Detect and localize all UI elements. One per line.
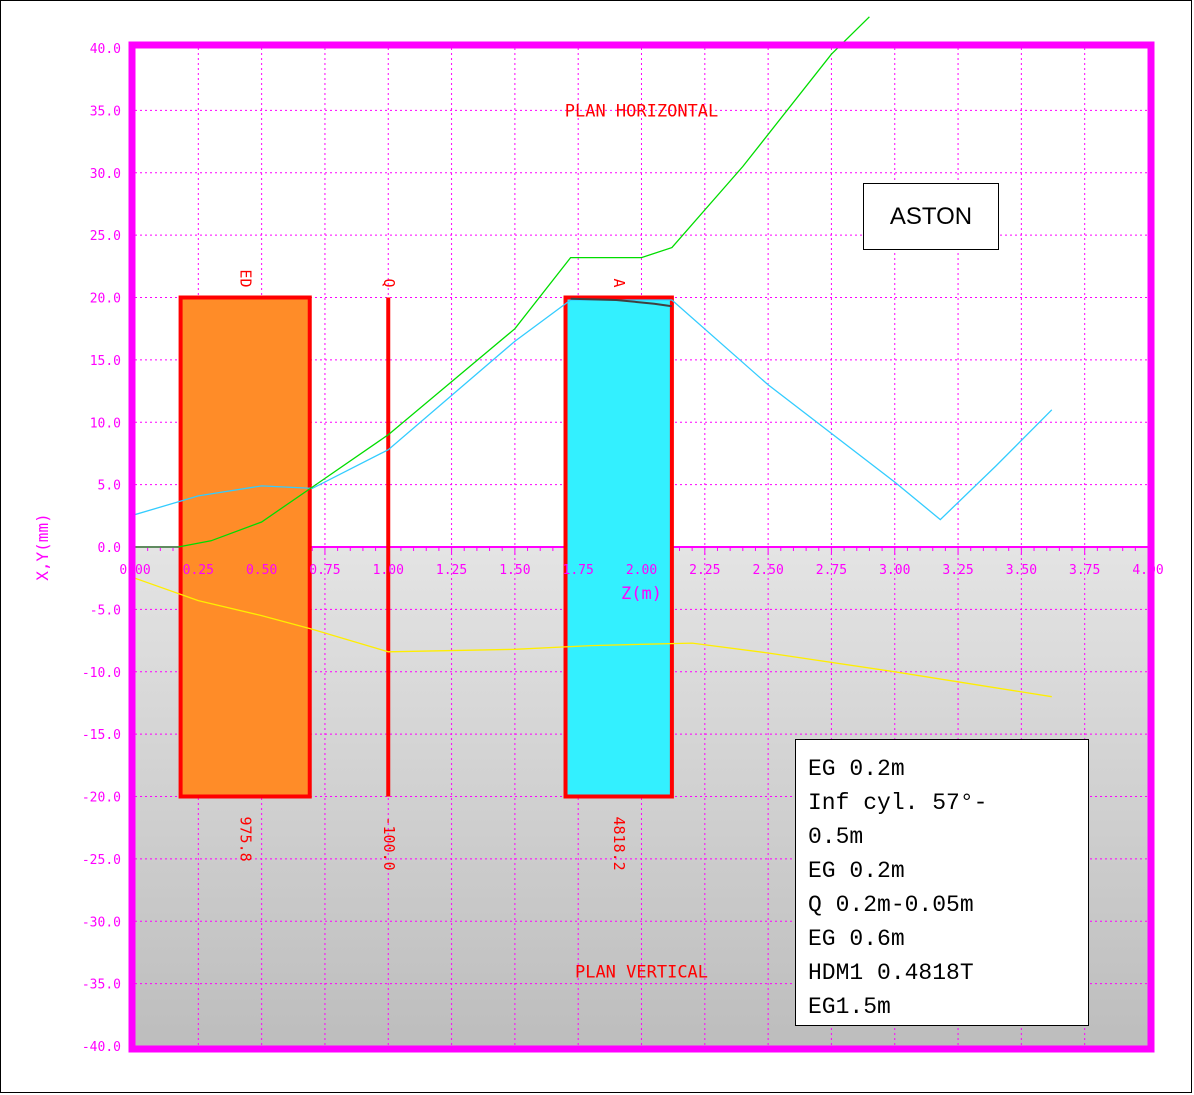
y-tick-label: -5.0	[90, 603, 121, 618]
element-value: -100.0	[380, 817, 398, 871]
x-tick-label: 1.00	[373, 563, 404, 578]
x-tick-label: 0.75	[309, 563, 340, 578]
x-tick-label: 4.00	[1132, 563, 1163, 578]
y-tick-label: 30.0	[90, 167, 121, 182]
settings-line: Inf cyl. 57°-	[808, 790, 988, 816]
aston-label-box: ASTON	[863, 183, 999, 250]
y-tick-label: 15.0	[90, 354, 121, 369]
y-tick-label: -30.0	[82, 915, 121, 930]
x-tick-label: 2.50	[752, 563, 783, 578]
y-tick-label: 5.0	[98, 479, 121, 494]
x-tick-label: 1.50	[499, 563, 530, 578]
element-value: 4818.2	[610, 817, 628, 871]
y-tick-label: 0.0	[98, 541, 121, 556]
series-line	[570, 297, 673, 308]
series-line	[135, 16, 870, 548]
y-tick-label: -40.0	[82, 1040, 121, 1055]
x-tick-label: 2.75	[816, 563, 847, 578]
y-tick-label: -15.0	[82, 728, 121, 743]
x-axis-label: Z(m)	[621, 584, 662, 604]
settings-line: 0.5m	[808, 824, 864, 850]
element-label: A	[610, 278, 628, 287]
x-tick-label: 3.75	[1069, 563, 1100, 578]
y-tick-label: -20.0	[82, 791, 121, 806]
settings-line: EG 0.2m	[808, 756, 905, 782]
region-label: PLAN VERTICAL	[575, 962, 708, 982]
x-tick-label: 1.75	[563, 563, 594, 578]
region-label: PLAN HORIZONTAL	[565, 102, 719, 122]
y-tick-label: -35.0	[82, 978, 121, 993]
settings-line: EG1.5m	[808, 994, 891, 1020]
element-ed	[178, 295, 312, 799]
settings-line: EG 0.6m	[808, 926, 905, 952]
y-tick-label: -25.0	[82, 853, 121, 868]
settings-line: Q 0.2m-0.05m	[808, 892, 974, 918]
element-value: 975.8	[237, 817, 255, 862]
element-a	[563, 295, 674, 799]
settings-line: EG 0.2m	[808, 858, 905, 884]
x-tick-label: 0.25	[183, 563, 214, 578]
x-tick-label: 3.50	[1006, 563, 1037, 578]
x-tick-label: 2.25	[689, 563, 720, 578]
element-label: ED	[237, 269, 255, 287]
y-tick-label: 20.0	[90, 292, 121, 307]
y-tick-label: 25.0	[90, 229, 121, 244]
x-tick-label: 0.50	[246, 563, 277, 578]
plot-frame	[128, 41, 1155, 1053]
settings-line: HDM1 0.4818T	[808, 960, 974, 986]
y-tick-label: 40.0	[90, 42, 121, 57]
element-label: Q	[380, 278, 398, 287]
x-tick-label: 3.25	[942, 563, 973, 578]
y-tick-label: 35.0	[90, 104, 121, 119]
aston-label: ASTON	[889, 202, 973, 230]
settings-legend-box: EG 0.2m Inf cyl. 57°- 0.5m EG 0.2m Q 0.2m-0.…	[795, 739, 1089, 1026]
x-tick-label: 1.25	[436, 563, 467, 578]
y-tick-label: 10.0	[90, 416, 121, 431]
y-axis-label: X,Y(mm)	[33, 513, 52, 580]
y-tick-label: -10.0	[82, 666, 121, 681]
x-tick-label: 2.00	[626, 563, 657, 578]
series-line	[135, 577, 1052, 698]
x-tick-label: 3.00	[879, 563, 910, 578]
x-tick-label: 0.00	[119, 563, 150, 578]
